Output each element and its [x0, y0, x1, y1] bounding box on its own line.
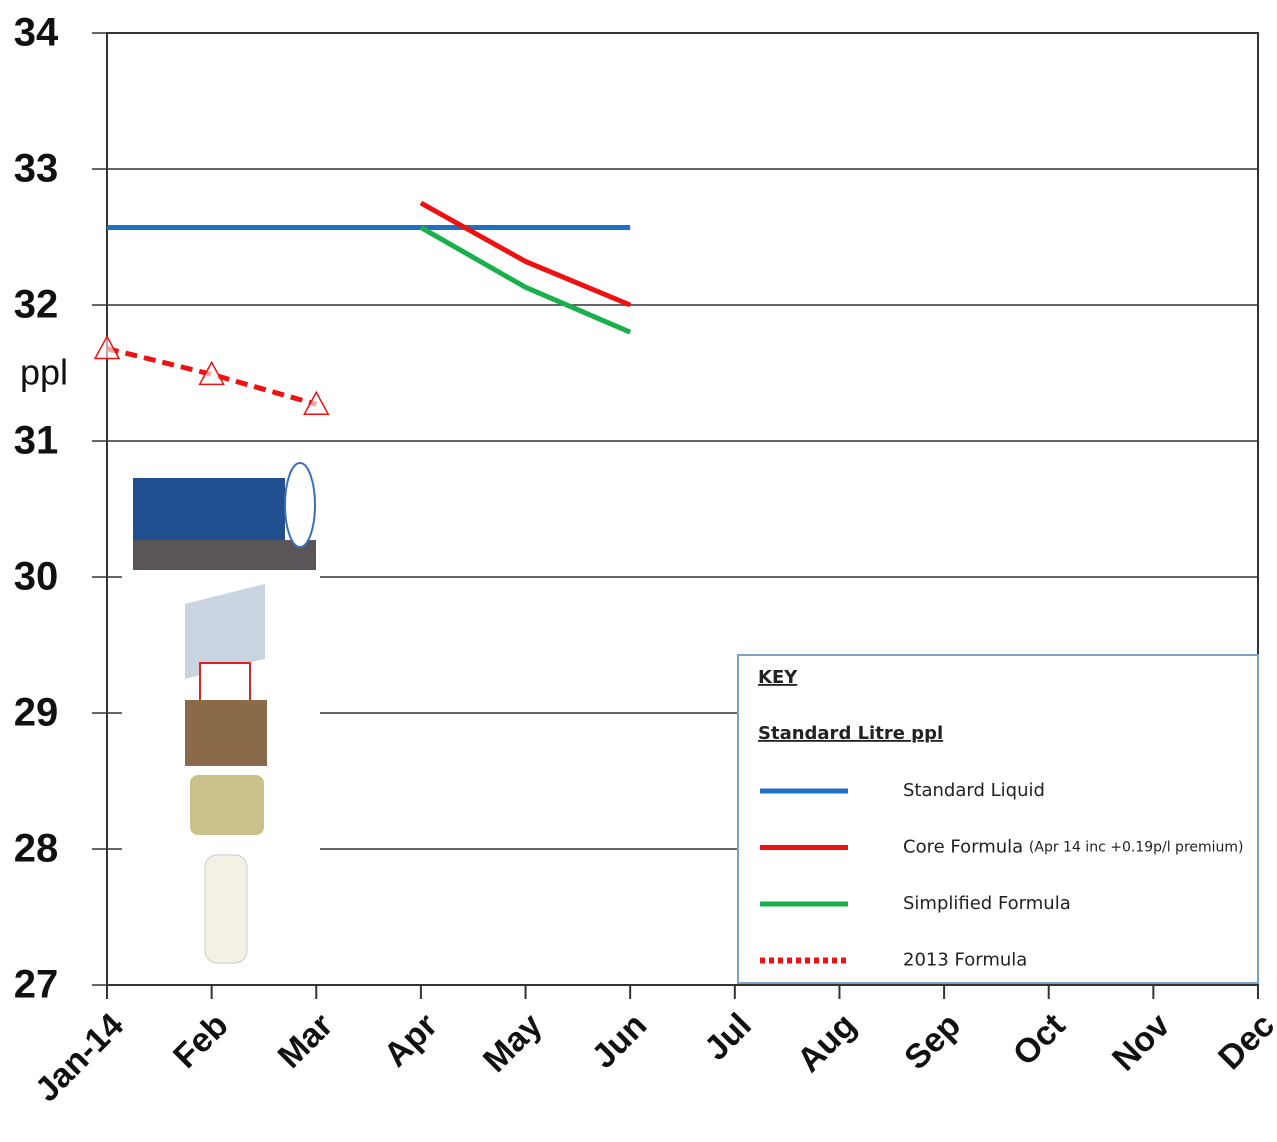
series-line	[419, 225, 632, 335]
legend-subtitle: Standard Litre ppl	[758, 723, 943, 744]
x-tick-label: Feb	[166, 1006, 236, 1076]
x-tick-label: Jun	[585, 1006, 655, 1076]
y-tick-label: 33	[14, 147, 59, 191]
x-tick-label: Apr	[377, 1006, 445, 1074]
y-tick-label: 32	[14, 283, 59, 327]
legend-label: Standard Liquid	[903, 780, 1045, 801]
feed-pellets	[185, 700, 267, 766]
x-tick-label: Sep	[897, 1006, 968, 1077]
milk-cartons	[185, 583, 265, 679]
marker	[93, 334, 121, 360]
logo-banner	[133, 478, 285, 540]
milk-bottle	[204, 854, 248, 964]
y-tick-label: 30	[14, 555, 59, 599]
legend-label: Core Formula (Apr 14 inc +0.19p/l premiu…	[903, 837, 1244, 858]
x-tick-label: May	[476, 1006, 550, 1080]
x-tick-label: Jul	[697, 1006, 759, 1068]
marker	[198, 360, 225, 386]
x-tick-label: Jan-14	[28, 1006, 131, 1109]
legend-name: Core Formula	[903, 837, 1023, 858]
legend-name: Standard Liquid	[903, 780, 1045, 801]
x-tick-label: Dec	[1211, 1006, 1277, 1077]
x-tick-label: Mar	[271, 1006, 341, 1076]
legend-name: Simplified Formula	[903, 893, 1071, 914]
legend-name: 2013 Formula	[903, 950, 1027, 971]
logo-badge	[284, 462, 316, 548]
butter-tub	[190, 775, 264, 835]
y-axis-label: ppl	[20, 352, 68, 393]
legend-box	[737, 654, 1259, 984]
y-tick-label: 29	[14, 691, 59, 735]
legend-note: (Apr 14 inc +0.19p/l premium)	[1029, 840, 1244, 856]
y-tick-label: 27	[14, 963, 59, 1007]
y-tick-label: 28	[14, 827, 59, 871]
series-line	[419, 200, 632, 308]
y-tick-label: 34	[14, 11, 59, 55]
plot-frame	[106, 32, 1259, 986]
x-tick-label: Aug	[790, 1006, 864, 1080]
legend-title: KEY	[758, 667, 798, 688]
x-tick-label: Nov	[1105, 1006, 1177, 1078]
y-tick-label: 31	[14, 419, 59, 463]
x-tick-label: Oct	[1006, 1006, 1073, 1073]
legend-label: Simplified Formula	[903, 893, 1071, 914]
logo-base	[133, 540, 316, 570]
red-diesel	[199, 662, 251, 706]
series-line	[106, 346, 317, 407]
marker	[303, 390, 330, 416]
legend-label: 2013 Formula	[903, 950, 1027, 971]
